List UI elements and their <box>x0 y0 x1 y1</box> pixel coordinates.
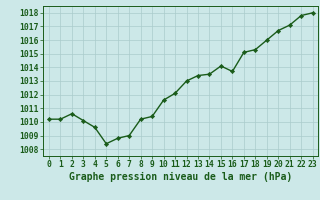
X-axis label: Graphe pression niveau de la mer (hPa): Graphe pression niveau de la mer (hPa) <box>69 172 292 182</box>
